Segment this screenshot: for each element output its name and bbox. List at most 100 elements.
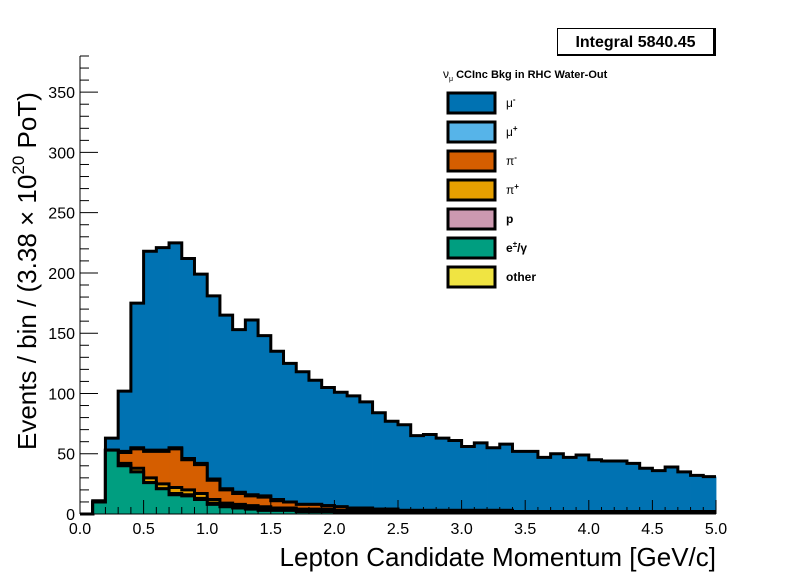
- x-tick-label: 2.5: [387, 521, 409, 538]
- bar-e: [270, 510, 284, 514]
- bar-μ: [169, 242, 183, 514]
- bar-e: [118, 465, 132, 514]
- bar-μ: [207, 295, 221, 514]
- bar-μ: [474, 442, 488, 514]
- y-tick-label: 350: [48, 85, 75, 102]
- y-tick-label: 200: [48, 266, 75, 283]
- bar-μ: [296, 371, 310, 514]
- bar-μ: [308, 380, 323, 514]
- bar-μ: [601, 460, 615, 514]
- bar-μ: [219, 315, 234, 514]
- legend-label: μ+: [506, 124, 518, 139]
- outline-μ: [80, 241, 716, 516]
- bar-μ: [245, 319, 259, 514]
- bar-μ: [614, 460, 628, 514]
- bar-μ: [347, 395, 361, 514]
- y-axis-title: Events / bin / (3.38 × 1020 PoT): [9, 92, 42, 450]
- bar-μ: [385, 421, 399, 514]
- legend-swatch-π: [446, 178, 497, 202]
- bar-μ: [410, 435, 424, 514]
- bar-μ: [499, 444, 513, 514]
- bar-μ: [448, 440, 462, 514]
- bar-μ: [283, 363, 297, 514]
- y-tick-label: 300: [48, 145, 75, 162]
- bar-μ: [525, 451, 539, 514]
- bar-e: [232, 507, 246, 514]
- legend-swatch-μ: [446, 91, 497, 115]
- bar-μ: [626, 463, 641, 514]
- legend-label: π-: [506, 153, 517, 168]
- bar-μ: [270, 351, 284, 514]
- stats-box: Integral 5840.45: [557, 28, 716, 56]
- x-tick-label: 4.0: [578, 521, 600, 538]
- chart-axes: 0.0 0.5 1.0 1.5 2.0 2.5 3.0 3.5 4.0 4.5 5.0 0 50 100 1…: [48, 55, 727, 538]
- bar-μ: [156, 247, 170, 514]
- bar-μ: [143, 251, 157, 514]
- bar-e: [258, 510, 272, 514]
- histogram-stack: [80, 241, 717, 516]
- bar-e: [92, 501, 106, 514]
- y-tick-label: 0: [66, 507, 75, 524]
- x-tick-label: 1.0: [196, 521, 218, 538]
- y-tick-label: 150: [48, 326, 75, 343]
- bar-e: [283, 510, 297, 514]
- legend-label: p: [506, 212, 513, 226]
- stats-value: 5840.45: [637, 34, 696, 51]
- bar-μ: [550, 453, 564, 514]
- chart-title: νμ CCInc Bkg in RHC Water-Out: [443, 67, 608, 83]
- bar-μ: [487, 447, 501, 514]
- bar-μ: [690, 475, 704, 514]
- x-tick-label: 3.0: [450, 521, 472, 538]
- legend-label: e±/γ: [506, 240, 527, 255]
- bar-e: [207, 504, 221, 514]
- x-tick-label: 2.0: [323, 521, 345, 538]
- bar-μ: [665, 466, 679, 514]
- legend-swatch-π: [446, 149, 497, 173]
- bar-e: [245, 509, 259, 514]
- x-tick-label: 1.5: [260, 521, 282, 538]
- bar-e: [181, 495, 195, 514]
- bar-μ: [512, 451, 526, 514]
- legend-label: other: [506, 270, 536, 284]
- y-tick-label: 250: [48, 206, 75, 223]
- y-tick-label: 100: [48, 386, 75, 403]
- bar-μ: [194, 274, 208, 514]
- bar-e: [130, 471, 144, 514]
- bar-μ: [703, 476, 717, 514]
- bar-μ: [563, 457, 577, 514]
- bar-μ: [334, 392, 348, 514]
- y-tick-label: 50: [57, 447, 75, 464]
- bar-μ: [576, 454, 590, 514]
- bar-μ: [258, 335, 272, 514]
- bar-μ: [461, 446, 475, 514]
- bar-e: [194, 499, 208, 514]
- bar-μ: [321, 387, 335, 514]
- bar-μ: [588, 459, 602, 514]
- bar-μ: [398, 424, 412, 514]
- bar-e: [219, 506, 234, 514]
- bar-μ: [372, 412, 386, 514]
- x-tick-label: 3.5: [514, 521, 536, 538]
- bar-e: [105, 450, 119, 514]
- legend-swatch-e: [446, 236, 497, 260]
- legend-label: μ-: [506, 95, 516, 110]
- bar-μ: [436, 438, 450, 514]
- x-axis-title: Lepton Candidate Momentum [GeV/c]: [280, 542, 716, 572]
- bar-μ: [423, 434, 437, 514]
- x-tick-label: 4.5: [641, 521, 663, 538]
- axis-labels: Lepton Candidate Momentum [GeV/c] Events …: [9, 92, 716, 572]
- bar-e: [156, 488, 170, 514]
- chart-legend: νμ CCInc Bkg in RHC Water-Out μ-μ+ π-π+ p e±…: [443, 67, 608, 289]
- legend-swatch-μ: [446, 120, 497, 144]
- x-tick-label: 0.5: [132, 521, 154, 538]
- bar-μ: [639, 468, 653, 514]
- bar-μ: [181, 258, 195, 514]
- bar-μ: [652, 470, 666, 514]
- legend-swatch-p: [446, 207, 497, 231]
- legend-swatch-other: [446, 265, 497, 289]
- x-tick-label: 5.0: [705, 521, 727, 538]
- bar-e: [143, 482, 157, 514]
- bar-μ: [232, 329, 246, 514]
- x-tick-label: 0.0: [69, 521, 91, 538]
